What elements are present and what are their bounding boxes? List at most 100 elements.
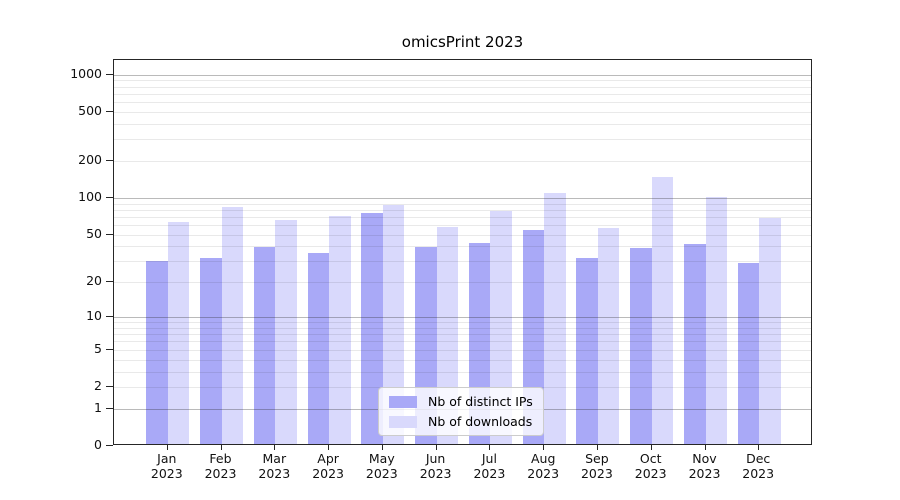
bar-nb-of-distinct-ips-jan xyxy=(146,261,168,444)
y-tick-500 xyxy=(106,110,113,112)
gridline-minor-y-50 xyxy=(114,234,811,236)
bar-nb-of-downloads-apr xyxy=(329,215,351,444)
legend-item-downloads: Nb of downloads xyxy=(389,414,533,429)
y-tick-200 xyxy=(106,159,113,161)
legend: Nb of distinct IPs Nb of downloads xyxy=(378,387,544,436)
gridline-minor-y-70 xyxy=(114,216,811,218)
x-tick-label-mar: Mar 2023 xyxy=(258,451,291,481)
bar-nb-of-downloads-dec xyxy=(759,217,781,444)
gridline-minor-y-30 xyxy=(114,261,811,263)
gridline-minor-y-60 xyxy=(114,225,811,226)
x-tick-label-sep: Sep 2023 xyxy=(580,451,613,481)
y-tick-label-50: 50 xyxy=(86,225,102,241)
bar-nb-of-distinct-ips-dec xyxy=(737,263,760,444)
gridline-minor-y-300 xyxy=(114,139,811,141)
bar-nb-of-downloads-jan xyxy=(167,222,190,444)
y-tick-label-20: 20 xyxy=(86,273,102,289)
gridline-minor-y-8 xyxy=(114,327,811,329)
y-tick-label-200: 200 xyxy=(78,151,102,167)
y-tick-20 xyxy=(106,281,113,283)
bar-nb-of-downloads-oct xyxy=(651,176,674,444)
bar-nb-of-distinct-ips-nov xyxy=(684,244,706,444)
x-tick-apr xyxy=(328,444,330,450)
gridline-major-y-100 xyxy=(114,197,811,199)
gridline-major-y-1000 xyxy=(114,74,811,76)
bar-nb-of-distinct-ips-oct xyxy=(630,248,652,444)
x-tick-label-may: May 2023 xyxy=(365,451,398,481)
x-tick-oct xyxy=(650,444,652,450)
gridline-minor-y-90 xyxy=(114,203,811,205)
y-tick-100 xyxy=(106,196,113,198)
x-tick-jan xyxy=(166,444,168,450)
gridline-minor-y-5 xyxy=(114,349,811,351)
x-tick-label-jul: Jul 2023 xyxy=(473,451,506,481)
x-tick-aug xyxy=(543,444,545,450)
x-tick-label-feb: Feb 2023 xyxy=(204,451,237,481)
x-tick-nov xyxy=(704,444,706,450)
bar-nb-of-distinct-ips-may xyxy=(361,213,383,444)
bar-nb-of-downloads-may xyxy=(382,204,405,444)
gridline-minor-y-9 xyxy=(114,322,811,324)
bar-nb-of-downloads-nov xyxy=(705,196,727,444)
x-tick-label-dec: Dec 2023 xyxy=(742,451,775,481)
chart-title: omicsPrint 2023 xyxy=(401,33,524,51)
gridline-minor-y-40 xyxy=(114,246,811,248)
gridline-minor-y-600 xyxy=(114,102,811,103)
bar-nb-of-downloads-mar xyxy=(275,219,297,444)
gridline-minor-y-400 xyxy=(114,123,811,125)
y-tick-2 xyxy=(106,385,113,387)
legend-item-distinct-ips: Nb of distinct IPs xyxy=(389,394,533,409)
gridline-minor-y-200 xyxy=(114,160,811,162)
y-tick-label-1: 1 xyxy=(94,399,102,415)
bar-nb-of-distinct-ips-mar xyxy=(253,247,276,444)
x-tick-may xyxy=(381,444,383,450)
legend-swatch-distinct-ips xyxy=(389,395,417,408)
y-tick-label-10: 10 xyxy=(86,308,102,324)
y-tick-5 xyxy=(106,348,113,350)
bar-nb-of-distinct-ips-apr xyxy=(307,252,330,444)
x-tick-feb xyxy=(220,444,222,450)
gridline-minor-y-20 xyxy=(114,282,811,284)
legend-swatch-downloads xyxy=(389,415,417,428)
y-tick-1 xyxy=(106,407,113,409)
y-tick-10 xyxy=(106,316,113,318)
legend-label-distinct-ips: Nb of distinct IPs xyxy=(428,394,533,409)
x-tick-label-apr: Apr 2023 xyxy=(312,451,344,481)
x-tick-label-oct: Oct 2023 xyxy=(634,451,667,481)
gridline-minor-y-700 xyxy=(114,93,811,95)
y-tick-label-1000: 1000 xyxy=(70,65,102,81)
gridline-minor-y-80 xyxy=(114,209,811,211)
y-tick-label-2: 2 xyxy=(94,377,102,393)
gridline-minor-y-6 xyxy=(114,341,811,343)
bar-nb-of-downloads-aug xyxy=(544,193,566,444)
gridline-minor-y-7 xyxy=(114,334,811,336)
gridline-minor-y-4 xyxy=(114,359,811,361)
gridline-major-y-10 xyxy=(114,317,811,319)
y-tick-label-0: 0 xyxy=(94,437,102,452)
y-tick-label-5: 5 xyxy=(94,340,102,356)
gridline-minor-y-3 xyxy=(114,371,811,373)
gridline-minor-y-900 xyxy=(114,80,811,82)
x-tick-dec xyxy=(758,444,760,450)
y-tick-0 xyxy=(106,445,113,446)
x-tick-mar xyxy=(274,444,276,450)
y-tick-label-100: 100 xyxy=(78,188,102,204)
plot-area: Nb of distinct IPs Nb of downloads xyxy=(113,59,812,445)
x-tick-label-jan: Jan 2023 xyxy=(150,451,183,481)
x-tick-sep xyxy=(596,444,598,450)
x-tick-label-aug: Aug 2023 xyxy=(527,451,560,481)
x-tick-jun xyxy=(435,444,437,450)
bar-nb-of-downloads-jul xyxy=(490,210,512,444)
y-tick-1000 xyxy=(106,73,113,75)
bar-nb-of-distinct-ips-sep xyxy=(576,257,598,444)
x-tick-label-jun: Jun 2023 xyxy=(419,451,452,481)
x-tick-jul xyxy=(489,444,491,450)
y-tick-label-500: 500 xyxy=(78,102,102,118)
y-tick-50 xyxy=(106,233,113,235)
bar-nb-of-downloads-sep xyxy=(597,227,620,444)
bar-nb-of-distinct-ips-feb xyxy=(200,257,222,444)
gridline-minor-y-800 xyxy=(114,86,811,88)
gridline-minor-y-500 xyxy=(114,111,811,113)
bar-nb-of-downloads-feb xyxy=(221,207,243,444)
